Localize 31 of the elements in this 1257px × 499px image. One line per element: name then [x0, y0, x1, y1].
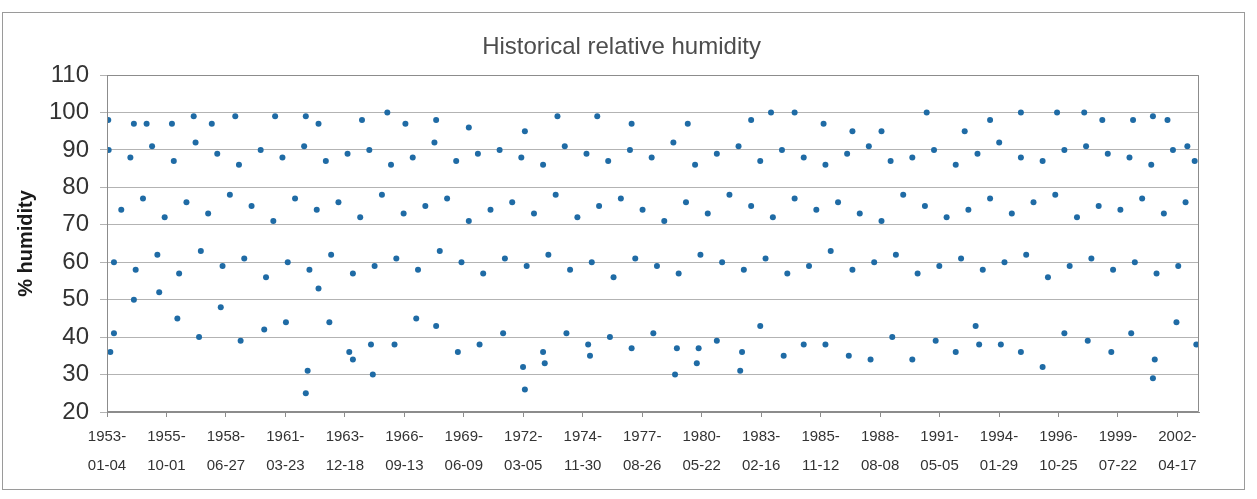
chart-title: Historical relative humidity: [482, 31, 761, 59]
x-tick-label: 1988- 08-08: [860, 426, 900, 474]
x-tick-label: 1966- 09-13: [385, 426, 424, 474]
x-tick-label: 1994- 01-29: [979, 426, 1019, 474]
y-tick-label: 90: [62, 134, 89, 162]
x-tick-label: 1958- 06-27: [206, 426, 246, 474]
x-tick-label: 1955- 10-01: [147, 426, 186, 474]
x-tick-label: 1961- 03-23: [266, 426, 305, 474]
x-tick-label: 1972- 03-05: [504, 426, 543, 474]
y-tick-label: 100: [48, 97, 89, 125]
x-tick-label: 1985- 11-12: [801, 426, 840, 474]
y-tick-label: 60: [62, 246, 89, 274]
x-tick-label: 1953- 01-04: [87, 426, 127, 474]
y-axis-title: % humidity: [13, 189, 36, 297]
y-tick-label: 80: [62, 171, 89, 199]
y-tick-label: 20: [62, 396, 89, 424]
x-tick-label: 1999- 07-22: [1098, 426, 1138, 474]
x-tick-label: 1980- 05-22: [682, 426, 721, 474]
y-tick-label: 70: [62, 209, 89, 237]
x-tick-label: 1969- 06-09: [444, 426, 483, 474]
x-tick-label: 1991- 05-05: [920, 426, 959, 474]
x-tick-label: 1974- 11-30: [563, 426, 602, 474]
y-tick-label: 110: [50, 59, 89, 87]
x-tick-label: 1996- 10-25: [1039, 426, 1078, 474]
y-tick-label: 30: [62, 359, 89, 387]
x-tick-label: 1983- 02-16: [741, 426, 781, 474]
y-tick-label: 40: [62, 321, 89, 349]
x-tick-label: 1963- 12-18: [325, 426, 365, 474]
x-tick-label: 2002- 04-17: [1158, 426, 1197, 474]
y-tick-label: 50: [62, 284, 89, 312]
x-tick-label: 1977- 08-26: [623, 426, 662, 474]
